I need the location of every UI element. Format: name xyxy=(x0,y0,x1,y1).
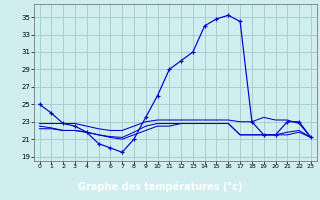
Text: Graphe des températures (°c): Graphe des températures (°c) xyxy=(78,182,242,192)
